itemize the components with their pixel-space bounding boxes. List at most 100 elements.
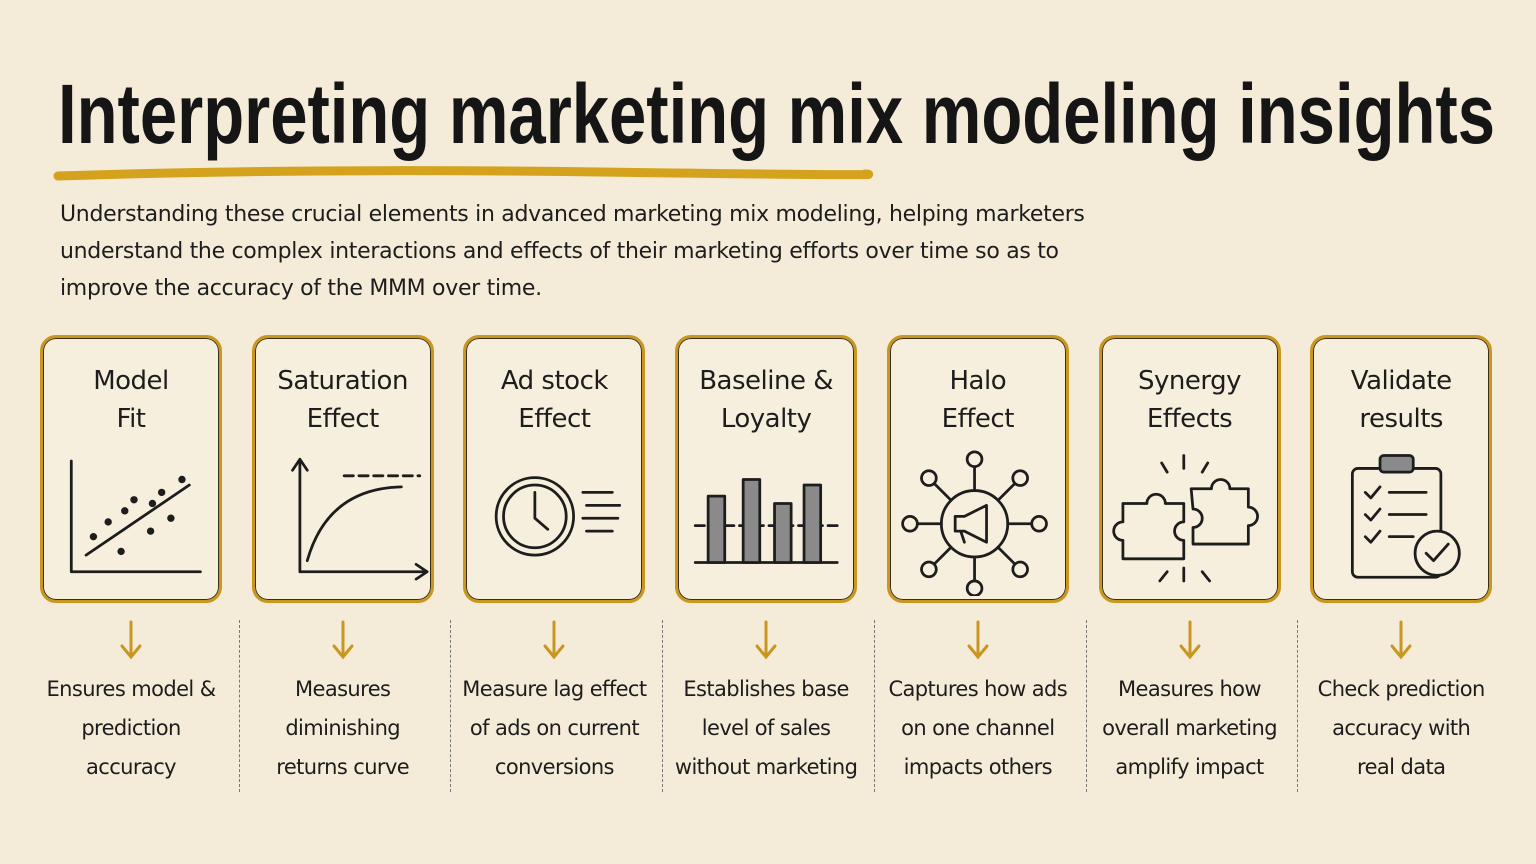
card-title: Ad stock Effect — [466, 362, 642, 438]
description-line: accuracy — [86, 755, 177, 779]
separator — [1085, 620, 1087, 792]
description-line: without marketing — [674, 755, 858, 779]
description-line: Measures how — [1118, 677, 1262, 701]
down-arrow — [332, 620, 354, 660]
icon-shape — [1189, 478, 1259, 546]
card: Validate results — [1310, 335, 1493, 603]
down-arrow — [543, 620, 565, 660]
page-title: Interpreting marketing mix modeling insi… — [58, 67, 1495, 161]
arrow-shape — [1390, 620, 1412, 660]
separator — [450, 620, 452, 792]
description-line: real data — [1357, 755, 1446, 779]
card-title-line: Baseline & — [699, 366, 833, 396]
intro-line: improve the accuracy of the MMM over tim… — [60, 276, 542, 301]
icon-shape — [901, 515, 919, 533]
icon-shape — [121, 507, 129, 515]
down-arrow — [1390, 620, 1412, 660]
icon-shape — [919, 469, 938, 487]
icon-shape — [1424, 542, 1450, 563]
icon-shape — [802, 483, 823, 564]
icon-shape — [495, 476, 576, 557]
icon-shape — [148, 499, 157, 508]
down-arrow — [967, 620, 989, 660]
card-title: Model Fit — [43, 362, 219, 438]
icon-shape — [773, 502, 793, 564]
separator — [662, 620, 664, 792]
icon-shape — [996, 481, 1017, 502]
intro-line: understand the complex interactions and … — [60, 239, 1059, 264]
description-line: Captures how ads — [888, 677, 1068, 701]
icon-shape — [157, 488, 166, 497]
icon-shape — [1378, 454, 1415, 474]
icon-shape — [146, 527, 155, 535]
description-line: prediction — [81, 716, 181, 740]
icon-shape — [89, 532, 98, 541]
card-title-line: Effect — [941, 404, 1015, 434]
icon-shape — [1111, 492, 1185, 561]
icon-shape — [117, 547, 125, 556]
icon-shape — [919, 560, 938, 579]
arrow-shape — [755, 620, 777, 660]
icon-shape — [305, 485, 403, 563]
description-line: Measures — [294, 677, 391, 701]
description-line: diminishing — [285, 716, 401, 740]
icon-shape — [69, 459, 202, 574]
description-line: returns curve — [276, 755, 410, 779]
card: Baseline & Loyalty — [675, 335, 858, 603]
icon-shape — [1157, 454, 1211, 583]
card-title-line: Effect — [306, 404, 380, 434]
card-icon — [693, 478, 839, 564]
icon-shape — [741, 478, 762, 564]
arrow-shape — [967, 620, 989, 660]
arrow-shape — [543, 620, 565, 660]
description-line: Measure lag effect — [462, 677, 647, 701]
card: Halo Effect — [886, 335, 1069, 603]
arrow-shape — [1179, 620, 1200, 660]
card-title: Halo Effect — [890, 362, 1066, 438]
card: Ad stock Effect — [463, 335, 646, 603]
card-title-line: Effect — [518, 404, 591, 434]
intro: Understanding these crucial elements in … — [60, 196, 1160, 307]
card-title: Synergy Effects — [1102, 362, 1278, 438]
icon-shape — [167, 514, 175, 522]
description: Measures how overall marketing amplify imp… — [1084, 670, 1296, 787]
card-title-line: Fit — [116, 404, 146, 434]
description-line: impacts others — [903, 755, 1053, 779]
description-line: of ads on current — [469, 716, 640, 740]
description-line: Check prediction — [1317, 677, 1486, 701]
icon-shape — [298, 562, 429, 581]
icon-shape — [1413, 529, 1461, 577]
description: Establishes base level of sales without ma… — [660, 670, 872, 787]
down-arrow — [1179, 620, 1200, 660]
title-underline — [53, 166, 874, 181]
card: Saturation Effect — [251, 335, 434, 603]
card-icon — [69, 459, 202, 574]
card-title-line: results — [1359, 404, 1443, 434]
description-line: accuracy with — [1332, 716, 1471, 740]
card-icon — [290, 457, 429, 581]
icon-shape — [533, 491, 550, 531]
icon-shape — [1364, 485, 1428, 544]
icon-shape — [581, 491, 622, 533]
intro-line: Understanding these crucial elements in … — [60, 202, 1085, 227]
description: Measures diminishing returns curve — [237, 670, 449, 787]
card-title-line: Saturation — [277, 366, 408, 396]
card-title-line: Synergy — [1138, 366, 1242, 396]
icon-shape — [290, 457, 309, 574]
icon-shape — [965, 450, 984, 468]
arrow-shape — [332, 620, 354, 660]
card-title: Validate results — [1313, 362, 1489, 438]
icon-shape — [178, 475, 186, 484]
icon-shape — [953, 503, 988, 544]
icon-shape — [932, 481, 953, 502]
description-line: amplify impact — [1115, 755, 1264, 779]
card-icon — [901, 450, 1048, 596]
description: Ensures model & prediction accuracy — [25, 670, 237, 787]
down-arrow — [755, 620, 777, 660]
card: Synergy Effects — [1098, 335, 1281, 603]
card-title-line: Effects — [1146, 404, 1233, 434]
icon-shape — [130, 496, 138, 504]
description-line: on one channel — [901, 716, 1055, 740]
icon-shape — [932, 545, 953, 566]
card-title: Saturation Effect — [255, 362, 431, 438]
